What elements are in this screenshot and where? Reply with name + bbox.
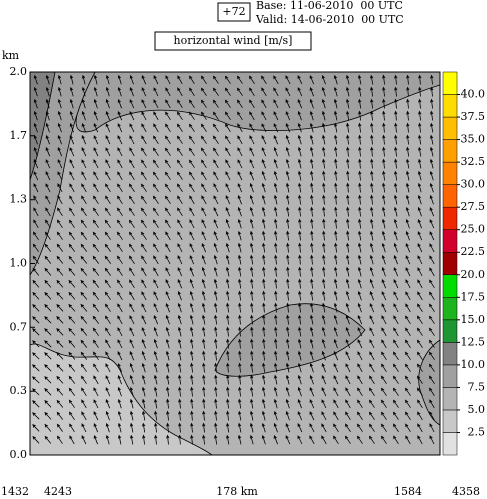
- plot-area: [29, 71, 441, 456]
- colorbar-bin: [442, 409, 458, 433]
- colorbar-bin: [442, 432, 458, 456]
- colorbar-bin: [442, 319, 458, 343]
- colorbar-bin: [442, 139, 458, 163]
- colorbar-bin: [442, 206, 458, 230]
- contour-region: [29, 343, 214, 456]
- x-label: 4243: [44, 485, 72, 498]
- colorbar-label: 5.0: [468, 403, 486, 416]
- colorbar-label: 37.5: [461, 110, 486, 123]
- colorbar-label: 25.0: [461, 223, 486, 236]
- x-label: 178 km: [216, 485, 258, 498]
- colorbar-bin: [442, 229, 458, 253]
- colorbar-label: 40.0: [461, 88, 486, 101]
- x-label: 1584: [394, 485, 422, 498]
- y-tick-label: 1.3: [10, 193, 28, 206]
- y-tick-label: 1.0: [10, 257, 28, 270]
- colorbar-bin: [442, 274, 458, 298]
- y-tick-label: 2.0: [10, 65, 28, 78]
- colorbar-label: 7.5: [468, 380, 486, 393]
- title-box: [154, 31, 312, 51]
- colorbar-label: 12.5: [461, 335, 486, 348]
- colorbar-label: 22.5: [461, 245, 486, 258]
- contour-region: [29, 71, 96, 277]
- lead-box: [217, 2, 251, 22]
- valid-time: Valid: 14-06-2010 00 UTC: [255, 13, 404, 26]
- x-label: 4358: [452, 485, 480, 498]
- colorbar-label: 30.0: [461, 178, 486, 191]
- colorbar-label: 32.5: [461, 155, 486, 168]
- colorbar-label: 35.0: [461, 133, 486, 146]
- y-tick-label: 0.0: [10, 448, 28, 461]
- colorbar-label: 27.5: [461, 200, 486, 213]
- colorbar-label: 20.0: [461, 268, 486, 281]
- colorbar-bin: [442, 297, 458, 321]
- wind-arrows: [32, 74, 435, 445]
- colorbar-label: 17.5: [461, 290, 486, 303]
- colorbar-label: 15.0: [461, 313, 486, 326]
- lead-time: +72: [222, 5, 245, 18]
- colorbar-bin: [442, 94, 458, 118]
- colorbar-bin: [442, 116, 458, 140]
- colorbar-bin: [442, 342, 458, 366]
- base-time: Base: 11-06-2010 00 UTC: [256, 0, 403, 12]
- x-label: 1432: [1, 485, 29, 498]
- y-tick-label: 0.3: [10, 384, 28, 397]
- contour-region: [30, 71, 441, 133]
- chart-title: horizontal wind [m/s]: [174, 34, 293, 47]
- colorbar-bin: [442, 184, 458, 208]
- contour-region: [418, 339, 441, 426]
- colorbar-bin: [442, 251, 458, 276]
- colorbar-label: 10.0: [461, 358, 486, 371]
- y-tick-label: 0.7: [10, 320, 28, 333]
- y-tick-label: 1.7: [10, 129, 28, 142]
- colorbar-bin: [442, 71, 458, 95]
- colorbar-bin: [442, 161, 458, 185]
- colorbar-bin: [442, 387, 458, 411]
- colorbar-label: 2.5: [468, 425, 486, 438]
- colorbar-bin: [442, 364, 458, 388]
- y-axis-label: km: [2, 49, 20, 62]
